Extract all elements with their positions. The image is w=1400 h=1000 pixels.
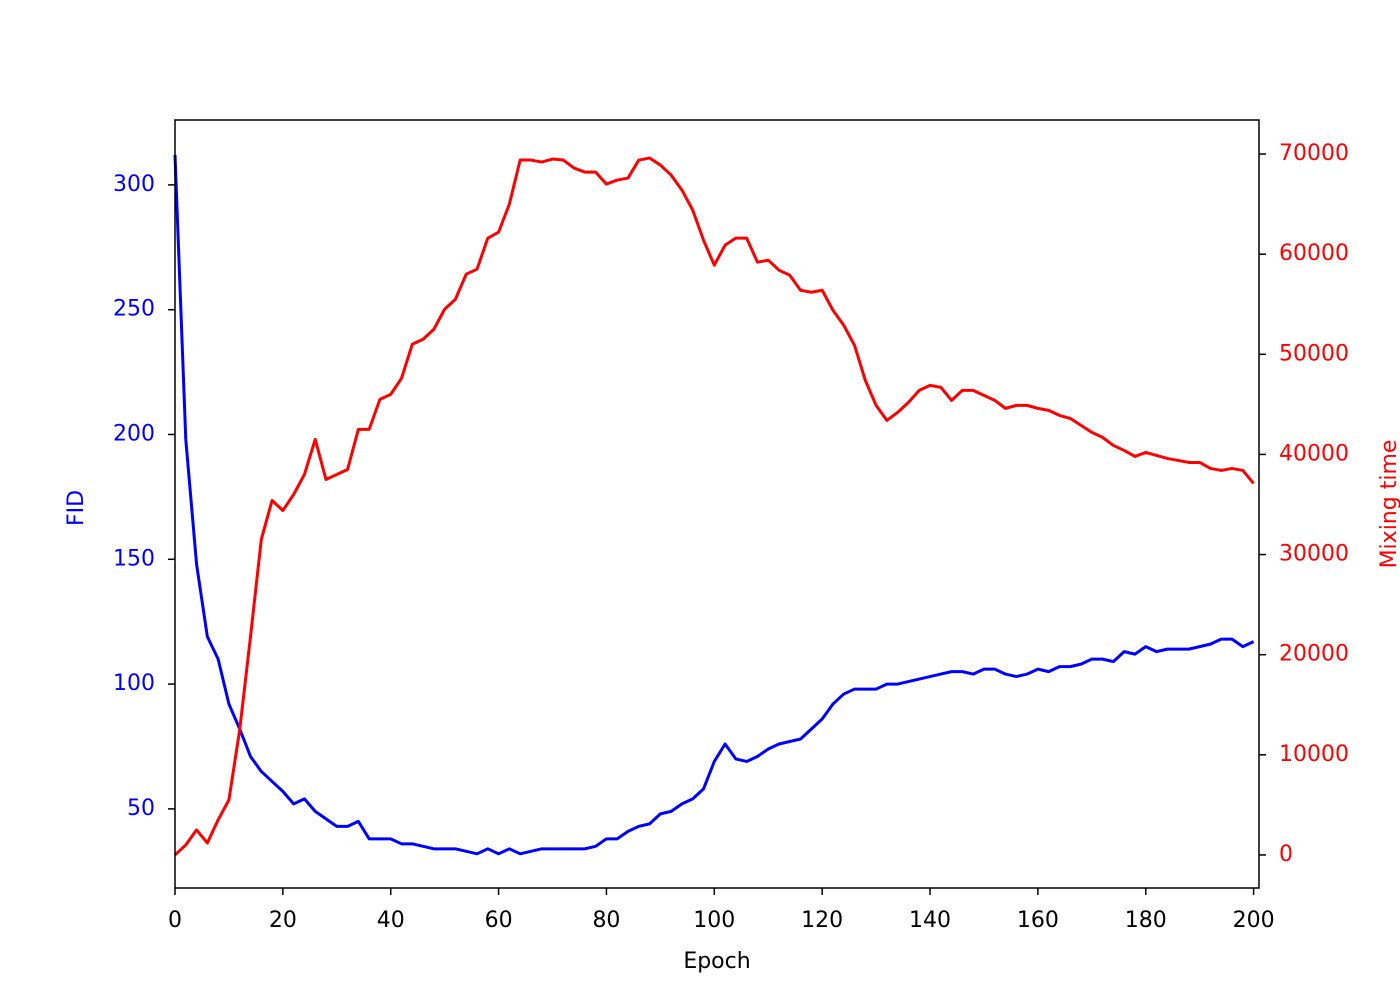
data-line	[173, 156, 1255, 857]
y-tick-label: 100	[113, 671, 155, 696]
x-tick-label: 180	[1125, 908, 1167, 933]
y-tick-label: 50	[127, 796, 155, 821]
x-tick-label: 200	[1233, 908, 1275, 933]
x-tick-label: 0	[168, 908, 182, 933]
plot-frame	[174, 119, 1260, 889]
y2-axis-label: Mixing time	[1377, 440, 1400, 569]
x-tick-label: 100	[693, 908, 735, 933]
y2-tick-label: 50000	[1279, 341, 1349, 366]
x-tick-label: 140	[909, 908, 951, 933]
x-tick-label: 60	[485, 908, 513, 933]
x-axis-label: Epoch	[683, 949, 750, 974]
y2-tick-label: 70000	[1279, 141, 1349, 166]
y-axis-label: FID	[64, 490, 89, 526]
x-tick-label: 80	[592, 908, 620, 933]
y-tick-label: 300	[113, 172, 155, 197]
y-tick-label: 200	[113, 421, 155, 446]
y2-tick-label: 20000	[1279, 642, 1349, 667]
x-tick-label: 40	[377, 908, 405, 933]
y-tick-label: 250	[113, 297, 155, 322]
x-tick-label: 120	[801, 908, 843, 933]
y-tick-label: 150	[113, 546, 155, 571]
x-tick-label: 20	[269, 908, 297, 933]
y2-tick-label: 40000	[1279, 441, 1349, 466]
x-tick-label: 160	[1017, 908, 1059, 933]
data-line	[173, 154, 1255, 856]
y2-tick-label: 30000	[1279, 542, 1349, 567]
y2-tick-label: 0	[1279, 842, 1293, 867]
y2-tick-label: 10000	[1279, 742, 1349, 767]
y2-tick-label: 60000	[1279, 241, 1349, 266]
